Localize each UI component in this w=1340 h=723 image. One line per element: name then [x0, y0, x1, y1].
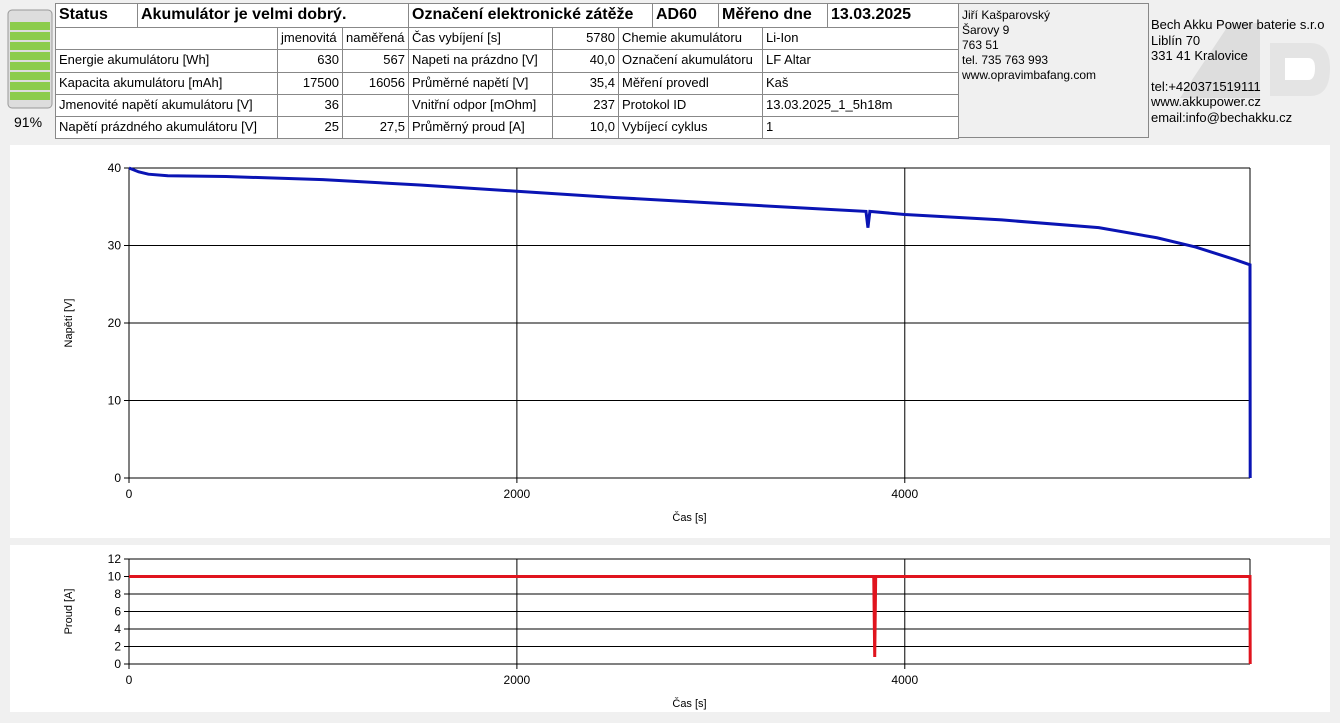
logo [1180, 23, 1330, 98]
x-tick-label: 0 [126, 487, 133, 501]
table-cell: Jmenovité napětí akumulátoru [V] [55, 94, 278, 117]
y-tick-label: 0 [114, 657, 121, 671]
x-tick-label: 2000 [504, 487, 531, 501]
x-axis-label: Čas [s] [672, 511, 706, 524]
table-cell: 17500 [277, 72, 343, 95]
table-cell: 237 [552, 94, 619, 117]
table-cell: Měřeno dne [718, 3, 828, 28]
table-cell: 35,4 [552, 72, 619, 95]
table-cell [342, 94, 409, 117]
table-cell: Napětí prázdného akumulátoru [V] [55, 116, 278, 139]
y-tick-label: 30 [108, 239, 122, 253]
text-line: Jiří Kašparovský [962, 8, 1051, 22]
y-tick-label: 10 [108, 570, 122, 584]
data-line [128, 166, 1252, 479]
table-cell: 16056 [342, 72, 409, 95]
table-cell: Průměrné napětí [V] [408, 72, 553, 95]
table-cell: 1 [762, 116, 959, 139]
x-tick-label: 4000 [891, 673, 918, 687]
table-cell: Vnitřní odpor [mOhm] [408, 94, 553, 117]
table-cell: Akumulátor je velmi dobrý. [137, 3, 409, 28]
table-cell: Označení akumulátoru [618, 49, 763, 73]
table-cell: 25 [277, 116, 343, 139]
x-tick-label: 4000 [891, 487, 918, 501]
text-line: www.akkupower.cz [1151, 94, 1261, 109]
chart-panel [10, 145, 1330, 538]
table-cell [55, 27, 278, 50]
table-cell: jmenovitá [277, 27, 343, 50]
table-cell: 10,0 [552, 116, 619, 139]
table-cell: Kaš [762, 72, 959, 95]
text-line: www.opravimbafang.com [962, 68, 1097, 82]
y-axis-label: Napětí [V] [63, 299, 75, 348]
table-cell: Průměrný proud [A] [408, 116, 553, 139]
table-cell: 27,5 [342, 116, 409, 139]
y-tick-label: 2 [114, 640, 121, 654]
table-cell: AD60 [652, 3, 719, 28]
text-line: tel:+420371519111 [1151, 78, 1261, 94]
x-tick-label: 0 [126, 673, 133, 687]
table-cell: Chemie akumulátoru [618, 27, 763, 50]
text-line: 331 41 Kralovice [1151, 48, 1248, 63]
y-tick-label: 12 [108, 552, 122, 566]
x-tick-label: 2000 [504, 673, 531, 687]
table-cell: 567 [342, 49, 409, 73]
y-tick-label: 40 [108, 161, 122, 175]
table-cell: naměřená [342, 27, 409, 50]
text-line: Šarovy 9 [962, 23, 1010, 37]
y-tick-label: 8 [114, 587, 121, 601]
table-cell: 13.03.2025 [827, 3, 959, 28]
table-cell: 630 [277, 49, 343, 73]
table-cell: Měření provedl [618, 72, 763, 95]
table-cell: Napeti na prázdno [V] [408, 49, 553, 73]
table-cell: 13.03.2025_1_5h18m [762, 94, 959, 117]
table-cell: Vybíjecí cyklus [618, 116, 763, 139]
table-cell: Status [55, 3, 138, 28]
contact-block: Jiří Kašparovský Šarovy 9 763 51 tel. 735 7… [958, 3, 1149, 138]
table-cell: Li-Ion [762, 27, 959, 50]
y-tick-label: 10 [108, 394, 122, 408]
text-line: Liblín 70 [1151, 32, 1201, 48]
table-cell: Označení elektronické zátěže [408, 3, 653, 28]
text-line: Bech Akku Power baterie s.r.o [1151, 17, 1325, 32]
data-line [129, 575, 1252, 665]
table-cell: LF Altar [762, 49, 959, 73]
table-cell: 5780 [552, 27, 619, 50]
y-tick-label: 6 [114, 605, 121, 619]
table-cell: 40,0 [552, 49, 619, 73]
table-cell: 36 [277, 94, 343, 117]
battery-icon [7, 9, 53, 109]
text-line: 763 51 [962, 38, 999, 52]
y-axis-label: Proud [A] [63, 589, 75, 635]
company-block: Bech Akku Power baterie s.r.o Liblín 70 33… [1148, 3, 1338, 138]
table-cell: Čas vybíjení [s] [408, 27, 553, 50]
table-cell: Protokol ID [618, 94, 763, 117]
battery-level: 91% [14, 114, 43, 130]
x-axis-label: Čas [s] [672, 697, 706, 710]
text-line: email:info@bechakku.cz [1151, 109, 1293, 125]
table-cell: Kapacita akumulátoru [mAh] [55, 72, 278, 95]
text-line: tel. 735 763 993 [962, 53, 1049, 67]
y-tick-label: 20 [108, 316, 122, 330]
table-cell: Energie akumulátoru [Wh] [55, 49, 278, 73]
y-tick-label: 0 [114, 471, 121, 485]
y-tick-label: 4 [114, 622, 121, 636]
